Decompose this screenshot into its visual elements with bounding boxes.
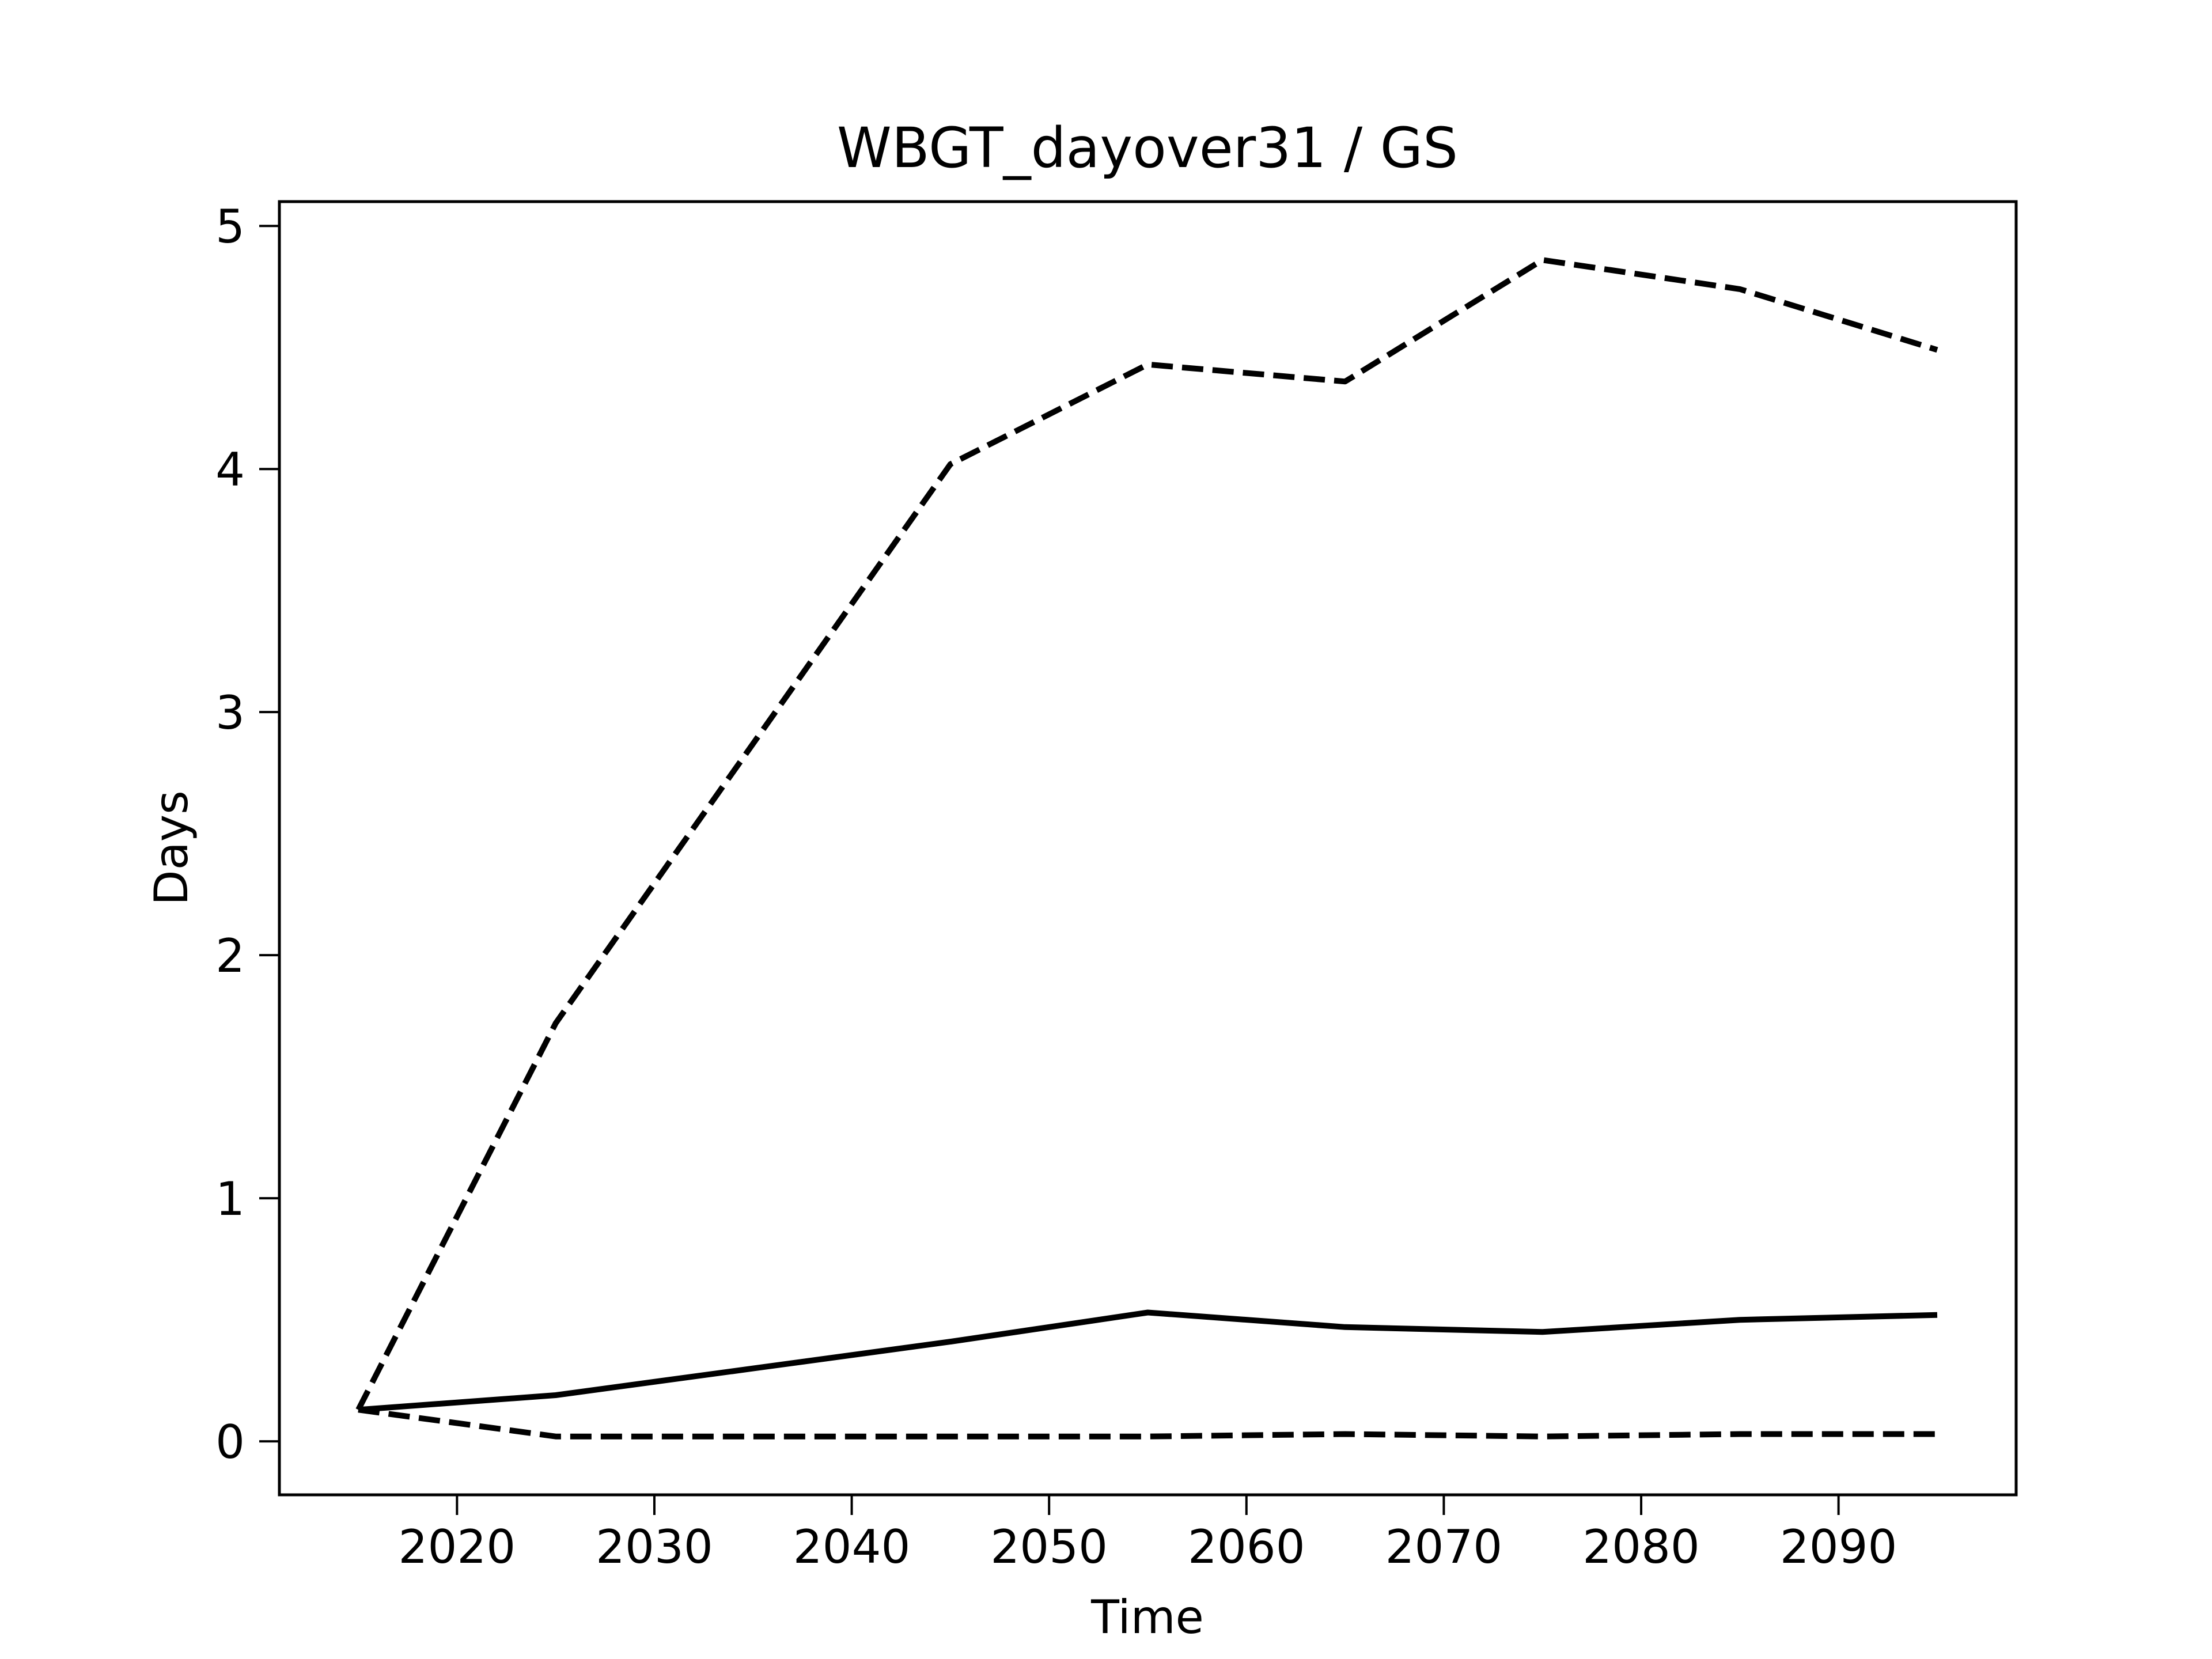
- x-tick-label: 2030: [596, 1520, 713, 1574]
- x-tick-label: 2050: [990, 1520, 1108, 1574]
- y-axis-label: Days: [145, 790, 198, 906]
- y-tick-label: 4: [215, 443, 245, 497]
- y-tick-label: 1: [215, 1172, 245, 1226]
- x-tick-label: 2060: [1188, 1520, 1305, 1574]
- chart-title: WBGT_dayover31 / GS: [837, 116, 1458, 180]
- plot-frame: [278, 200, 2018, 1497]
- y-tick-label: 2: [215, 929, 245, 983]
- x-tick-label: 2090: [1780, 1520, 1897, 1574]
- x-tick-label: 2020: [399, 1520, 516, 1574]
- x-tick-label: 2040: [793, 1520, 911, 1574]
- dashed-series-line-1: [355, 257, 1938, 1411]
- x-tick-label: 2070: [1385, 1520, 1503, 1574]
- series-layer: [355, 257, 1938, 1440]
- y-tick-label: 3: [215, 686, 245, 740]
- y-tick-label: 5: [215, 200, 245, 253]
- solid-series-line-2: [358, 1309, 1938, 1413]
- dashed-series-line-3: [358, 1407, 1937, 1440]
- y-tick-label: 0: [215, 1415, 245, 1469]
- ticks-layer: 2020 2030 2040 2050 2060 2070 2080 2090 0 1 2 3 4 5: [215, 200, 1897, 1574]
- x-tick-label: 2080: [1582, 1520, 1700, 1574]
- x-axis-label: Time: [1090, 1590, 1204, 1644]
